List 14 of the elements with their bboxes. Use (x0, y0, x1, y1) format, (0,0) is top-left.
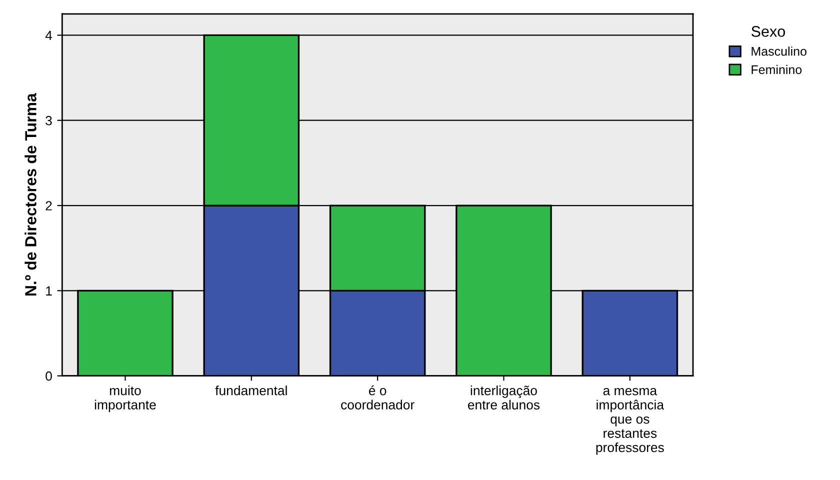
legend-label: Feminino (752, 64, 802, 74)
x-tick-label: muito importante (94, 386, 156, 412)
x-tick-label: interligação entre alunos (468, 386, 540, 410)
x-tick-label: é o coordenador (341, 385, 414, 410)
y-tick-label: 4 (45, 30, 52, 40)
x-tick-label: a mesma importância que os restantes professores (596, 388, 664, 455)
y-tick-label: 1 (46, 286, 52, 296)
y-tick-label: 3 (46, 116, 52, 126)
y-tick-label: 0 (46, 371, 52, 381)
legend-label: Masculino (752, 46, 806, 56)
y-tick-label: 2 (46, 201, 52, 210)
x-tick-label: fundamental (215, 386, 287, 396)
legend-title: Sexo (751, 26, 785, 37)
y-axis-title: N.º de Directores de Turma (24, 93, 36, 296)
